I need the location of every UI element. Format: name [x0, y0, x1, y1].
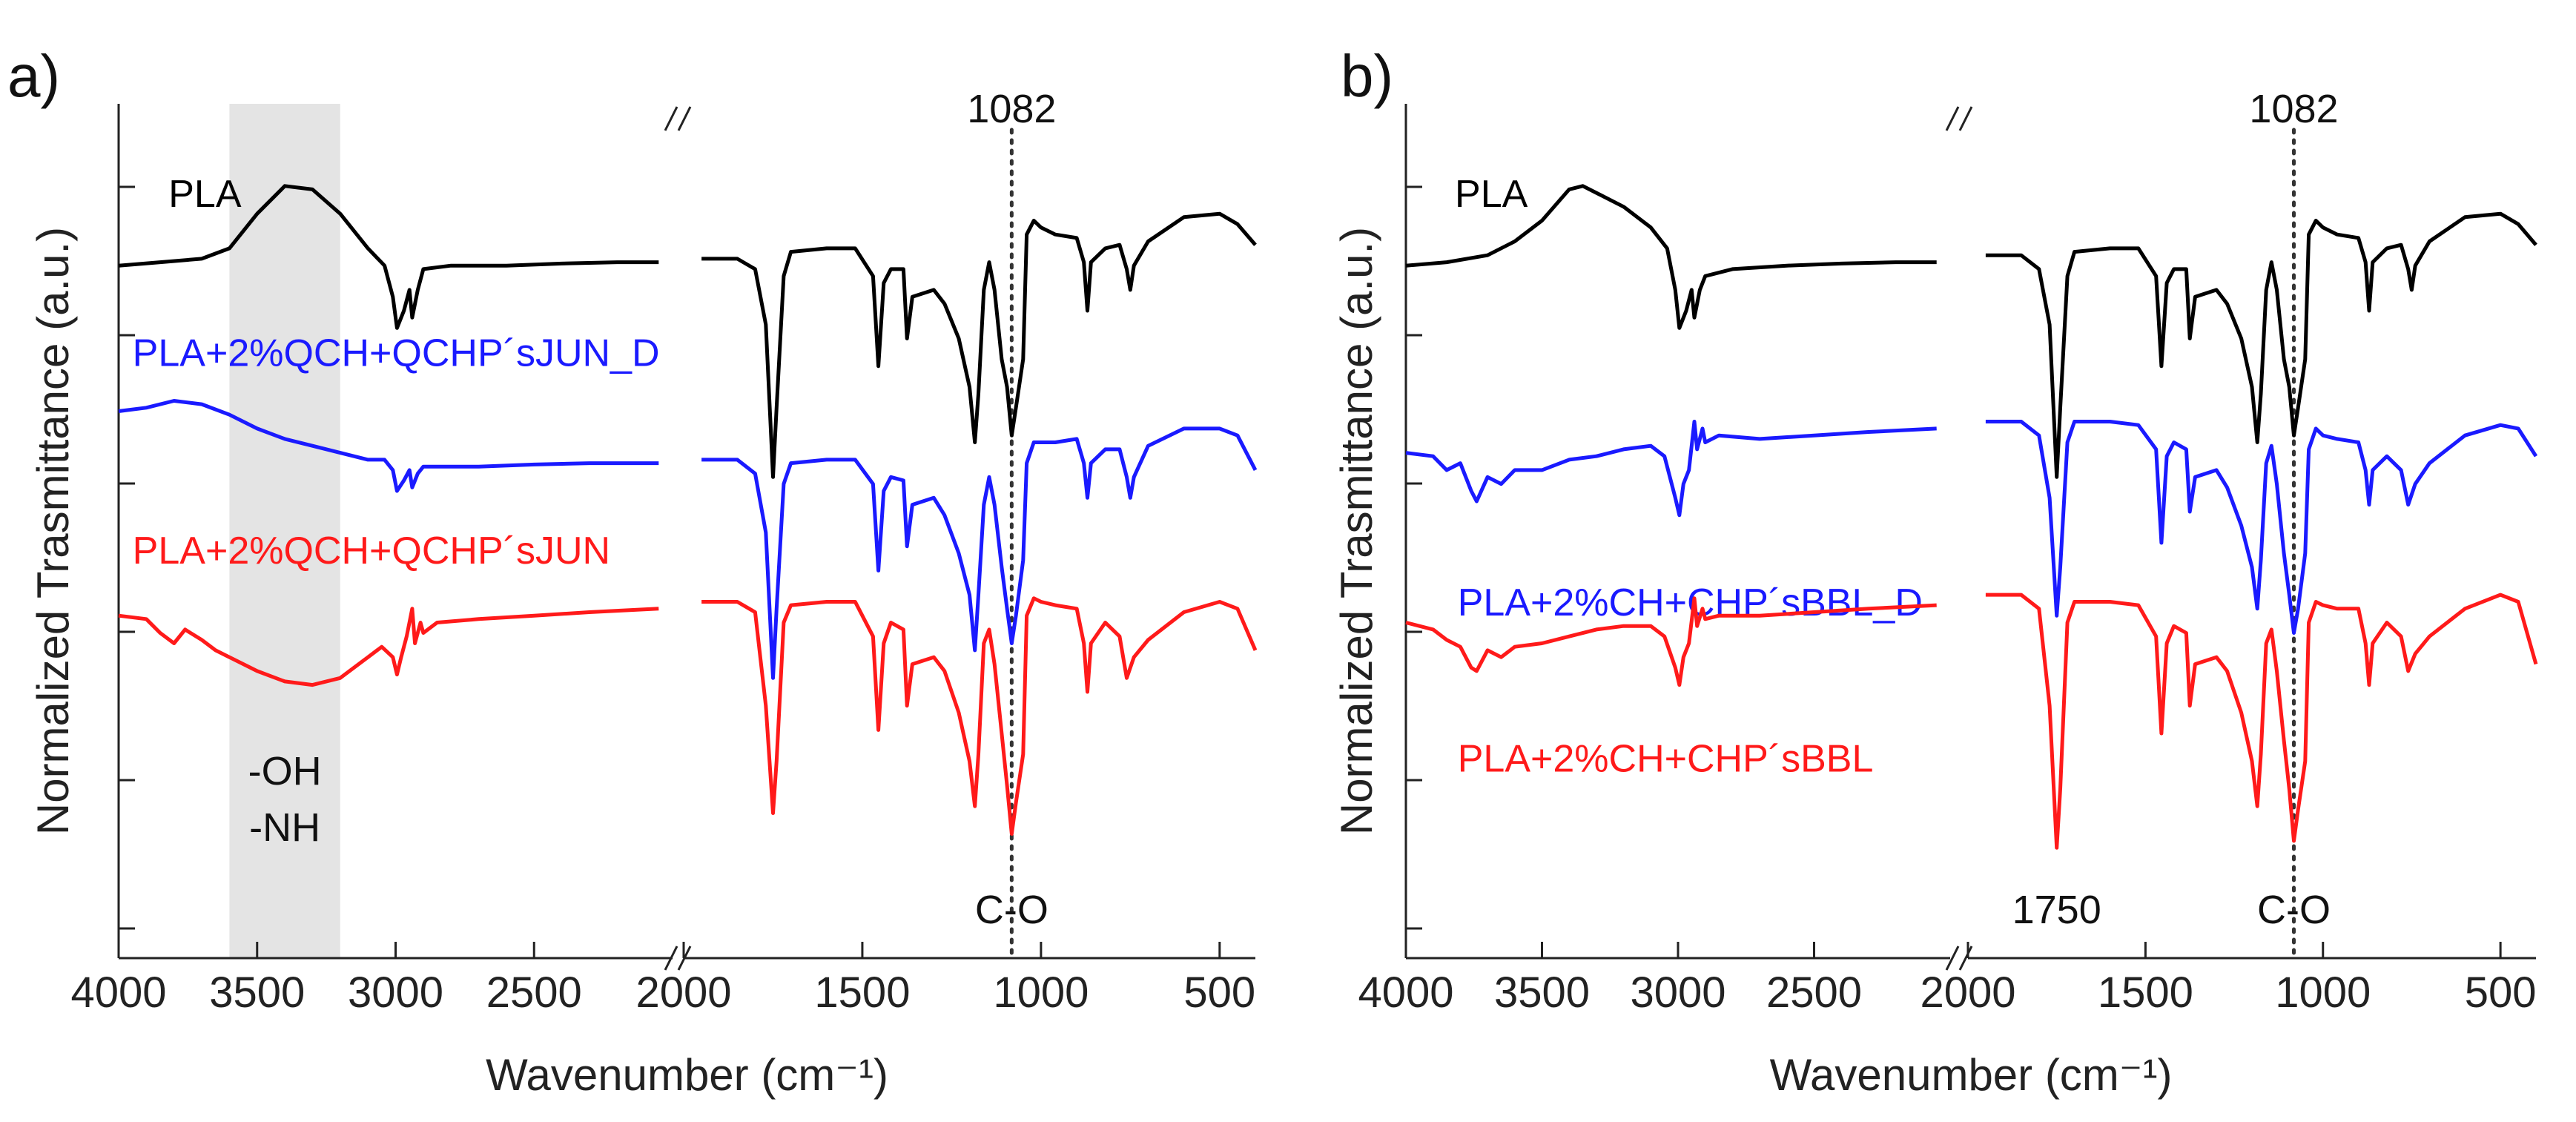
shaded-region-label-1: -OH — [248, 749, 322, 793]
series-label-1: PLA — [1455, 173, 1528, 216]
x-tick-label-1500: 1500 — [2098, 968, 2193, 1017]
series-line-1-segment-1 — [1405, 184, 1937, 330]
axis-break-mark — [664, 106, 678, 131]
series-label-2: PLA+2%CH+CHP´sBBL_D — [1458, 581, 1923, 624]
x-axis-title: Wavenumber (cm⁻¹) — [1770, 1050, 2173, 1100]
x-tick-label-4000: 4000 — [70, 968, 166, 1017]
y-axis-title: Normalized Trasmittance (a.u.) — [1332, 227, 1381, 835]
x-tick-label-3000: 3000 — [1630, 968, 1725, 1017]
series-line-3-segment-1 — [1405, 596, 1937, 687]
axis-break-mark — [1945, 106, 1960, 131]
series-line-1-segment-2 — [701, 211, 1257, 479]
reference-line-bottom-label: C-O — [2257, 888, 2331, 932]
peak-annotation-1750: 1750 — [2012, 888, 2101, 932]
axis-break-mark — [1958, 946, 1973, 971]
series-label-1: PLA — [168, 173, 242, 216]
series-label-3: PLA+2%QCH+QCHP´sJUN — [133, 529, 610, 572]
series-line-2-segment-1 — [118, 399, 659, 493]
series-label-2: PLA+2%QCH+QCHP´sJUN_D — [133, 332, 660, 375]
x-tick-label-2500: 2500 — [1766, 968, 1862, 1017]
x-tick-label-1000: 1000 — [993, 968, 1089, 1017]
series-line-1-segment-1 — [118, 184, 659, 330]
shaded-region-oh-nh — [229, 104, 340, 958]
series-line-2-segment-2 — [1985, 420, 2538, 635]
x-tick-label-2000: 2000 — [635, 968, 731, 1017]
x-axis-title: Wavenumber (cm⁻¹) — [486, 1050, 888, 1100]
panel-letter: a) — [7, 43, 60, 109]
x-tick-label-3500: 3500 — [209, 968, 305, 1017]
series-line-3-segment-2 — [701, 596, 1258, 836]
axis-break-mark — [677, 106, 692, 131]
x-tick-label-2500: 2500 — [486, 968, 582, 1017]
x-tick-label-1500: 1500 — [814, 968, 910, 1017]
axis-break-mark — [664, 946, 678, 971]
series-line-2-segment-1 — [1405, 420, 1937, 518]
series-line-2-segment-2 — [701, 426, 1258, 680]
axis-break-mark — [1945, 946, 1960, 971]
x-tick-label-3500: 3500 — [1494, 968, 1590, 1017]
x-tick-label-4000: 4000 — [1358, 968, 1453, 1017]
series-line-3-segment-2 — [1985, 593, 2538, 850]
series-line-1-segment-2 — [1985, 211, 2537, 479]
series-line-3-segment-1 — [118, 607, 659, 687]
chart-panel-2: 4000 3500 3000 2500 2000 1500 1000 500 1082 C-O 17… — [1332, 43, 2538, 1100]
shaded-region-label-2: -NH — [249, 805, 320, 850]
chart-panel-1: -OH -NH 4000 3500 3000 2500 2000 1500 1000 500 108… — [7, 43, 1258, 1100]
reference-line-bottom-label: C-O — [975, 888, 1048, 932]
x-tick-label-3000: 3000 — [348, 968, 443, 1017]
y-axis-title: Normalized Trasmittance (a.u.) — [28, 227, 78, 835]
panel-letter: b) — [1341, 43, 1393, 109]
reference-line-label: 1082 — [2249, 87, 2338, 131]
x-tick-label-1000: 1000 — [2275, 968, 2371, 1017]
x-tick-label-2000: 2000 — [1920, 968, 2015, 1017]
reference-line-label: 1082 — [967, 87, 1056, 131]
x-tick-label-500: 500 — [1183, 968, 1255, 1017]
series-label-3: PLA+2%CH+CHP´sBBL — [1458, 737, 1874, 780]
x-tick-label-500: 500 — [2465, 968, 2537, 1017]
axis-break-mark — [1958, 106, 1973, 131]
